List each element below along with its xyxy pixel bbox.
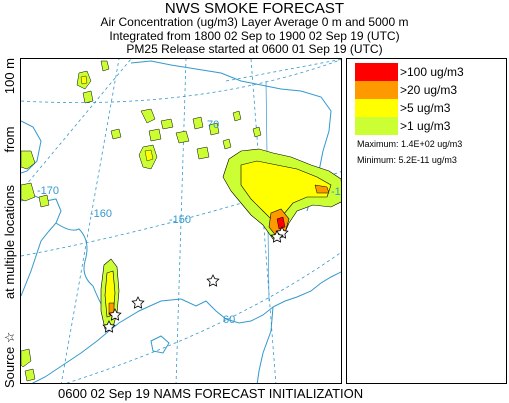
latitude-line-60 — [65, 251, 341, 383]
chukotka-coast — [21, 120, 42, 174]
legend-maximum: Maximum: 1.4E+02 ug/m3 — [357, 139, 463, 149]
source-star-2 — [131, 296, 145, 309]
legend-swatch-1 — [355, 117, 398, 135]
longitude-line-170 — [21, 59, 132, 192]
longitude-line-150 — [175, 59, 187, 383]
longitude-label-150: -150 — [169, 214, 191, 226]
cook-inlet — [180, 271, 341, 324]
graticule-labels: -170 -160 -150 -140 70 60 — [37, 119, 342, 326]
legend-minimum: Minimum: 5.2E-11 ug/m3 — [357, 155, 457, 165]
legend-item-100: >100 ug/m3 — [355, 63, 464, 81]
legend-label-1: >1 ug/m3 — [400, 119, 451, 133]
plume-yukon-streak — [314, 184, 330, 194]
source-star-5 — [270, 230, 284, 243]
latitude-label-70: 70 — [207, 119, 219, 131]
alaska-peninsula — [31, 330, 110, 383]
source-marker-label: Source ☆ — [2, 331, 17, 388]
source-locations-label: at multiple locations — [2, 184, 17, 300]
source-star-1 — [206, 274, 220, 287]
source-description: Source ☆ at multiple locations from 100 … — [2, 58, 18, 388]
legend-label-100: >100 ug/m3 — [400, 65, 464, 79]
source-markers — [102, 226, 289, 333]
longitude-label-170: -170 — [37, 185, 59, 197]
latitude-label-60: 60 — [223, 314, 235, 326]
map-title: NWS SMOKE FORECAST — [164, 0, 345, 17]
panhandle — [256, 306, 274, 383]
legend-item-1: >1 ug/m3 — [355, 117, 450, 135]
scattered-patches — [21, 60, 262, 382]
plume-yukon-yellow — [240, 160, 332, 224]
longitude-label-140: -140 — [331, 186, 342, 198]
source-star-6 — [108, 308, 122, 321]
legend-label-5: >5 ug/m3 — [400, 101, 451, 115]
source-height-label: 100 m — [2, 58, 17, 95]
longitude-line-160 — [60, 59, 120, 383]
legend-item-5: >5 ug/m3 — [355, 99, 450, 117]
kodiak-island — [150, 335, 170, 354]
integration-period: Integrated from 1800 02 Sep to 1900 02 S… — [109, 29, 400, 43]
smoke-map: -170 -160 -150 -140 70 60 — [21, 59, 342, 383]
legend-swatch-100 — [355, 63, 398, 81]
source-from-label: from — [2, 126, 17, 153]
legend-item-20: >20 ug/m3 — [355, 81, 457, 99]
arctic-coast — [130, 60, 332, 212]
concentration-description: Air Concentration (ug/m3) Layer Average … — [100, 15, 409, 29]
latitude-line-70 — [21, 59, 341, 104]
west-coast — [21, 195, 62, 297]
legend-swatch-5 — [355, 99, 398, 117]
map-panel: -170 -160 -150 -140 70 60 — [20, 58, 342, 384]
norton-sound — [55, 222, 94, 287]
source-star-3 — [102, 320, 116, 333]
scattered-patches-yellow — [80, 75, 154, 162]
longitude-label-160: -160 — [90, 208, 112, 220]
release-start: PM25 Release started at 0600 01 Sep 19 (… — [126, 42, 383, 56]
longitude-line-145 — [225, 59, 341, 82]
legend-panel: >100 ug/m3 >20 ug/m3 >5 ug/m3 >1 ug/m3 M… — [346, 58, 507, 384]
plume-yukon-red — [276, 216, 286, 230]
legend-label-20: >20 ug/m3 — [400, 83, 458, 97]
forecast-initialization: 0600 02 Sep 19 NAMS FORECAST INITIALIZAT… — [58, 386, 364, 401]
legend-swatch-20 — [355, 81, 398, 99]
